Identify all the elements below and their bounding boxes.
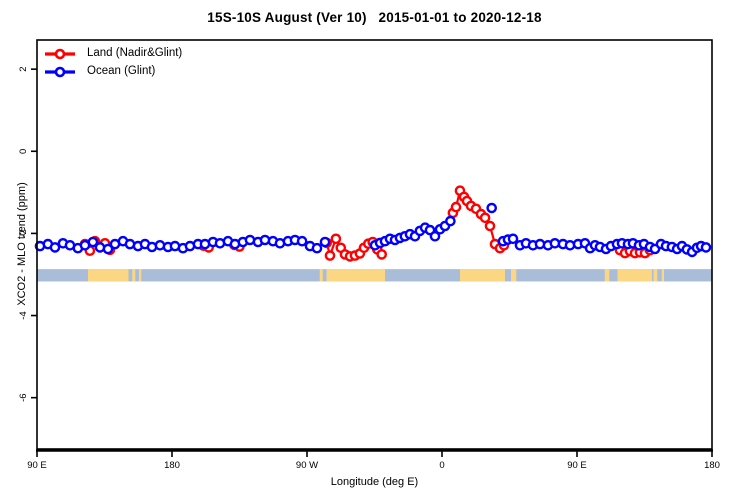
y-tick-label: -4 [18, 311, 29, 319]
y-tick-label: -6 [18, 393, 29, 401]
map-strip-land-patch [139, 269, 142, 282]
land-data-point [330, 233, 342, 245]
ocean-data-point [102, 243, 114, 255]
legend-item-land: Land (Nadir&Glint) [44, 45, 182, 62]
ocean-data-point [445, 215, 456, 227]
map-strip-land-patch [617, 269, 652, 282]
x-tick-label: 90 E [27, 460, 47, 471]
ocean-data-point [296, 235, 308, 247]
land-data-point [479, 212, 491, 224]
legend-item-ocean: Ocean (Glint) [44, 63, 182, 80]
plot-frame [36, 39, 713, 450]
ocean-data-point [319, 236, 331, 248]
ocean-data-point [507, 233, 519, 245]
y-tick-label: 2 [18, 67, 29, 72]
ocean-data-point [429, 230, 441, 242]
map-strip-land-patch [511, 269, 517, 282]
legend: Land (Nadir&Glint) Ocean (Glint) [44, 45, 182, 80]
ocean-data-point [486, 202, 498, 214]
ocean-data-point [564, 239, 576, 251]
x-tick-label: 90 E [567, 460, 587, 471]
x-tick-label: 90 W [296, 460, 318, 471]
map-strip-land-patch [460, 269, 505, 282]
map-strip-land-patch [326, 269, 385, 282]
y-tick-label: 0 [18, 149, 29, 154]
x-axis-label: Longitude (deg E) [330, 476, 419, 488]
land-data-point [484, 220, 496, 232]
ocean-data-point [49, 242, 61, 253]
y-axis-label: XCO2 - MLO trend (ppm) [16, 182, 28, 306]
land-data-point [376, 249, 388, 260]
x-tick-label: 180 [704, 460, 720, 471]
chart-title: 15S-10S August (Ver 10) 2015-01-01 to 20… [207, 10, 542, 25]
land-data-point [324, 250, 336, 261]
x-tick-label: 0 [439, 460, 444, 471]
legend-marker-land-icon [45, 48, 75, 59]
map-strip-land-patch [604, 269, 610, 282]
ocean-data-point [700, 242, 712, 253]
legend-label-ocean: Ocean (Glint) [87, 65, 156, 77]
map-strip-land-patch [88, 269, 129, 282]
map-strip-land-patch [132, 269, 136, 282]
ocean-data-point [87, 236, 99, 248]
map-strip-land-patch [319, 269, 323, 282]
land-data-point [450, 201, 462, 213]
legend-label-land: Land (Nadir&Glint) [87, 47, 183, 59]
legend-marker-ocean-icon [45, 66, 75, 77]
ocean-data-point [311, 242, 323, 254]
map-strip-land-patch [661, 269, 664, 282]
x-tick-label: 180 [164, 460, 180, 471]
map-strip-land-patch [653, 269, 658, 282]
y-tick-label: -2 [18, 229, 29, 237]
